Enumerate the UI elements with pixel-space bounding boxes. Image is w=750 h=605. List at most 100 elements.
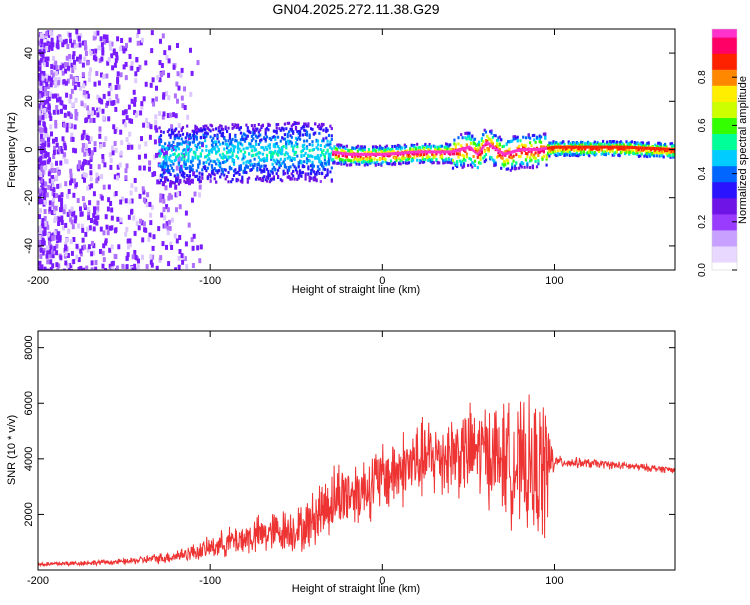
heatmap-cell xyxy=(88,77,91,83)
heatmap-cell xyxy=(460,160,463,164)
heatmap-cell xyxy=(267,173,270,177)
heatmap-core-cell xyxy=(640,146,643,150)
heatmap-cell xyxy=(491,135,494,139)
heatmap-cell xyxy=(93,141,97,147)
heatmap-cell xyxy=(49,30,52,36)
heatmap-cell xyxy=(249,163,252,167)
heatmap-cell xyxy=(578,143,581,147)
heatmap-core-cell xyxy=(659,147,662,151)
heatmap-core-cell xyxy=(593,145,596,149)
heatmap-cell xyxy=(141,237,145,243)
heatmap-cell xyxy=(89,170,93,176)
heatmap-core-cell xyxy=(344,152,347,156)
heatmap-core-cell xyxy=(456,149,459,153)
heatmap-cell xyxy=(38,40,41,46)
heatmap-cell xyxy=(127,214,131,220)
colorbar-step xyxy=(712,67,737,70)
heatmap-cell xyxy=(165,158,168,162)
heatmap-core-cell xyxy=(599,145,602,149)
heatmap-cell xyxy=(91,107,95,113)
heatmap-cell xyxy=(264,132,267,136)
heatmap-cell xyxy=(45,45,49,51)
heatmap-cell xyxy=(198,159,201,163)
y-tick-label: 6000 xyxy=(23,391,35,415)
heatmap-cell xyxy=(431,153,434,157)
heatmap-cell xyxy=(192,130,196,134)
heatmap-cell xyxy=(252,166,255,170)
heatmap-cell xyxy=(107,91,111,97)
heatmap-core-cell xyxy=(442,150,445,154)
heatmap-cell xyxy=(308,136,311,140)
heatmap-cell xyxy=(659,145,662,149)
heatmap-cell xyxy=(326,128,329,132)
heatmap-cell xyxy=(365,157,368,161)
heatmap-cell xyxy=(446,145,449,149)
heatmap-cell xyxy=(169,173,172,176)
heatmap-cell xyxy=(171,217,174,223)
heatmap-cell xyxy=(252,153,255,157)
heatmap-cell xyxy=(150,30,154,36)
heatmap-cell xyxy=(456,163,459,167)
heatmap-core-cell xyxy=(611,145,614,149)
heatmap-core-cell xyxy=(602,145,605,149)
heatmap-cell xyxy=(186,177,189,181)
colorbar-step xyxy=(712,266,737,269)
heatmap-cell xyxy=(101,108,105,114)
heatmap-cell xyxy=(326,171,329,175)
heatmap-cell xyxy=(391,145,394,148)
heatmap-cell xyxy=(644,154,647,157)
heatmap-cell xyxy=(174,267,178,270)
heatmap-cell xyxy=(238,168,241,172)
heatmap-cell xyxy=(553,152,556,156)
heatmap-cell xyxy=(509,153,512,157)
heatmap-cell xyxy=(319,153,322,157)
heatmap-cell xyxy=(394,160,397,164)
heatmap-cell xyxy=(275,158,278,162)
heatmap-cell xyxy=(166,113,170,118)
heatmap-cell xyxy=(148,201,152,207)
heatmap-cell xyxy=(155,96,158,102)
heatmap-cell xyxy=(191,168,194,172)
heatmap-cell xyxy=(327,152,331,156)
heatmap-cell xyxy=(230,147,233,151)
heatmap-cell xyxy=(530,150,533,154)
heatmap-core-cell xyxy=(584,145,587,149)
heatmap-cell xyxy=(98,126,102,132)
heatmap-cell xyxy=(201,168,204,172)
heatmap-cell xyxy=(447,160,450,164)
heatmap-cell xyxy=(282,144,285,148)
heatmap-cell xyxy=(300,126,303,130)
heatmap-cell xyxy=(279,139,282,143)
heatmap-cell xyxy=(86,226,90,232)
heatmap-cell xyxy=(296,154,299,158)
heatmap-cell xyxy=(49,116,53,121)
heatmap-cell xyxy=(164,157,167,161)
heatmap-core-cell xyxy=(646,146,649,150)
heatmap-cell xyxy=(354,160,357,164)
heatmap-cell xyxy=(490,140,493,144)
heatmap-cell xyxy=(384,158,387,162)
heatmap-cell xyxy=(350,150,353,154)
heatmap-cell xyxy=(416,152,419,156)
heatmap-cell xyxy=(81,196,85,202)
heatmap-cell xyxy=(483,160,486,164)
heatmap-cell xyxy=(429,159,432,163)
heatmap-cell xyxy=(65,159,69,165)
heatmap-cell xyxy=(175,165,179,171)
heatmap-cell xyxy=(498,143,501,147)
heatmap-cell xyxy=(640,152,643,156)
heatmap-cell xyxy=(159,152,163,156)
colorbar-step xyxy=(712,165,737,169)
heatmap-cell xyxy=(45,62,49,67)
heatmap-cell xyxy=(319,160,322,164)
heatmap-cell xyxy=(176,133,179,137)
heatmap-cell xyxy=(453,152,456,156)
heatmap-cell xyxy=(53,230,57,236)
heatmap-cell xyxy=(53,249,57,254)
heatmap-cell xyxy=(66,269,70,270)
heatmap-cell xyxy=(235,177,238,181)
heatmap-cell xyxy=(173,134,176,138)
colorbar-step xyxy=(712,87,737,90)
heatmap-cell xyxy=(183,179,186,183)
